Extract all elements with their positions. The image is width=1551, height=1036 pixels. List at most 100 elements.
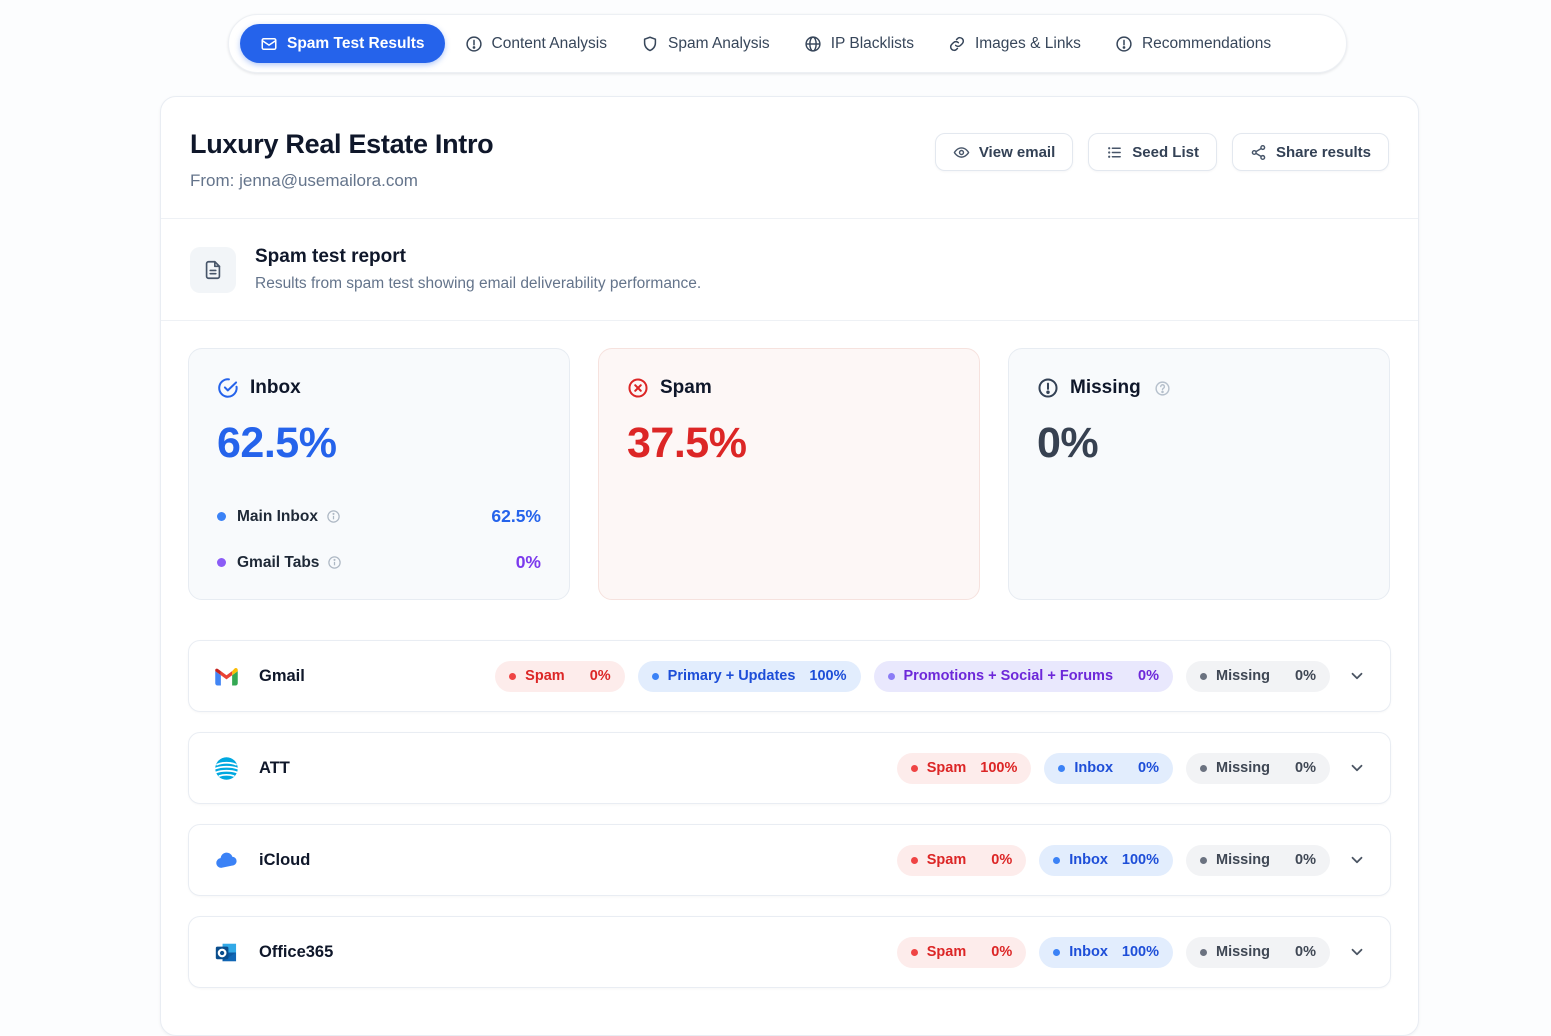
- info-icon[interactable]: [327, 555, 342, 570]
- badge-label: Missing: [1216, 852, 1270, 868]
- chevron-down-icon[interactable]: [1348, 851, 1366, 869]
- tab-label: Spam Test Results: [287, 34, 425, 52]
- badge-value: 100%: [1121, 852, 1160, 868]
- badge-dot: [1200, 948, 1208, 956]
- tab-spam-test-results[interactable]: Spam Test Results: [240, 24, 445, 63]
- chevron-down-icon[interactable]: [1348, 759, 1366, 777]
- badge-label: Spam: [926, 852, 967, 868]
- tab-label: Content Analysis: [491, 34, 608, 52]
- alert-circle-icon: [1038, 378, 1058, 398]
- main-inbox-row: Main Inbox 62.5%: [217, 506, 541, 527]
- badge-dot: [1200, 856, 1208, 864]
- tab-images-links[interactable]: Images & Links: [934, 24, 1095, 63]
- seed-list-button[interactable]: Seed List: [1088, 133, 1217, 171]
- inbox-badge: Inbox 0%: [1044, 752, 1174, 784]
- provider-badges: Spam 0% Inbox 100% Missing 0%: [896, 936, 1330, 968]
- badge-dot: [910, 764, 918, 772]
- alert-circle-icon: [1115, 35, 1133, 53]
- share-results-button[interactable]: Share results: [1231, 133, 1389, 171]
- badge-label: Primary + Updates: [667, 668, 796, 684]
- tabs-badge: Promotions + Social + Forums 0%: [873, 660, 1174, 692]
- badge-label: Inbox: [1069, 852, 1108, 868]
- tab-label: Recommendations: [1141, 34, 1272, 52]
- inbox-label: Inbox: [250, 377, 301, 398]
- tab-content-analysis[interactable]: Content Analysis: [451, 24, 621, 63]
- check-circle-icon: [218, 378, 238, 398]
- badge-value: 0%: [1138, 760, 1160, 776]
- tab-recommendations[interactable]: Recommendations: [1101, 24, 1285, 63]
- badge-label: Spam: [926, 760, 967, 776]
- provider-name: iCloud: [259, 850, 311, 869]
- badge-label: Promotions + Social + Forums: [903, 668, 1114, 684]
- globe-icon: [804, 35, 822, 53]
- spam-label: Spam: [660, 377, 712, 398]
- provider-name: Office365: [259, 942, 334, 961]
- missing-badge: Missing 0%: [1186, 936, 1330, 968]
- tab-spam-analysis[interactable]: Spam Analysis: [627, 24, 784, 63]
- provider-name: ATT: [259, 758, 290, 777]
- card-header: Luxury Real Estate Intro From: jenna@use…: [161, 97, 1418, 219]
- provider-row-gmail[interactable]: Gmail Spam 0% Primary + Updates 100% Pro…: [188, 640, 1391, 712]
- badge-dot: [1200, 672, 1208, 680]
- badge-label: Inbox: [1069, 944, 1108, 960]
- page-title: Luxury Real Estate Intro: [190, 129, 494, 159]
- question-circle-icon[interactable]: [1154, 380, 1171, 397]
- badge-dot: [1053, 856, 1061, 864]
- info-icon[interactable]: [326, 509, 341, 524]
- spam-stat-card: Spam 37.5%: [598, 348, 980, 600]
- x-circle-icon: [628, 378, 648, 398]
- badge-dot: [1200, 764, 1208, 772]
- spam-badge: Spam 100%: [896, 752, 1032, 784]
- tab-bar: Spam Test Results Content Analysis Spam …: [228, 14, 1347, 73]
- badge-dot: [887, 672, 895, 680]
- spam-value: 37.5%: [627, 419, 747, 467]
- badge-dot: [910, 948, 918, 956]
- provider-list: Gmail Spam 0% Primary + Updates 100% Pro…: [161, 640, 1418, 988]
- badge-value: 100%: [809, 668, 847, 684]
- icloud-logo-icon: [213, 847, 240, 874]
- share-icon: [1251, 144, 1266, 160]
- provider-row-icloud[interactable]: iCloud Spam 0% Inbox 100% Missing 0%: [188, 824, 1391, 896]
- chevron-down-icon[interactable]: [1348, 943, 1366, 961]
- badge-dot: [1058, 764, 1066, 772]
- badge-dot: [910, 856, 918, 864]
- badge-value: 0%: [991, 944, 1013, 960]
- badge-value: 0%: [589, 668, 611, 684]
- alert-circle-icon: [465, 35, 483, 53]
- gmail-tabs-value: 0%: [515, 552, 541, 572]
- link-icon: [948, 35, 966, 53]
- inbox-value: 62.5%: [217, 419, 337, 467]
- att-logo-icon: [213, 755, 240, 782]
- inbox-breakdown: Main Inbox 62.5% Gmail Tabs 0%: [217, 506, 541, 573]
- badge-value: 0%: [1295, 944, 1316, 960]
- spam-badge: Spam 0%: [896, 844, 1027, 876]
- badge-label: Spam: [525, 668, 565, 684]
- gmail-logo-icon: [213, 663, 240, 690]
- badge-label: Spam: [926, 944, 967, 960]
- chevron-down-icon[interactable]: [1348, 667, 1366, 685]
- inbox-badge: Primary + Updates 100%: [637, 660, 861, 692]
- report-section: Spam test report Results from spam test …: [161, 219, 1418, 321]
- provider-name: Gmail: [259, 666, 305, 685]
- provider-row-office365[interactable]: Office365 Spam 0% Inbox 100% Missing 0%: [188, 916, 1391, 988]
- badge-label: Missing: [1216, 760, 1270, 776]
- results-card: Luxury Real Estate Intro From: jenna@use…: [160, 96, 1419, 1036]
- badge-label: Missing: [1216, 668, 1270, 684]
- view-email-button[interactable]: View email: [934, 133, 1074, 171]
- stats-row: Inbox 62.5% Main Inbox 62.5% Gmail Tabs …: [161, 321, 1418, 600]
- tab-ip-blacklists[interactable]: IP Blacklists: [790, 24, 928, 63]
- inbox-badge: Inbox 100%: [1039, 844, 1174, 876]
- badge-value: 0%: [1295, 668, 1316, 684]
- report-title: Spam test report: [255, 246, 406, 267]
- badge-value: 0%: [1295, 760, 1316, 776]
- badge-value: 100%: [980, 760, 1018, 776]
- badge-value: 0%: [1138, 668, 1160, 684]
- provider-row-att[interactable]: ATT Spam 100% Inbox 0% Missing 0%: [188, 732, 1391, 804]
- tab-label: Spam Analysis: [668, 34, 770, 52]
- badge-label: Missing: [1216, 944, 1270, 960]
- badge-dot: [509, 672, 517, 680]
- provider-badges: Spam 0% Inbox 100% Missing 0%: [896, 844, 1330, 876]
- inbox-badge: Inbox 100%: [1039, 936, 1174, 968]
- eye-icon: [953, 146, 970, 158]
- purple-dot: [217, 558, 226, 567]
